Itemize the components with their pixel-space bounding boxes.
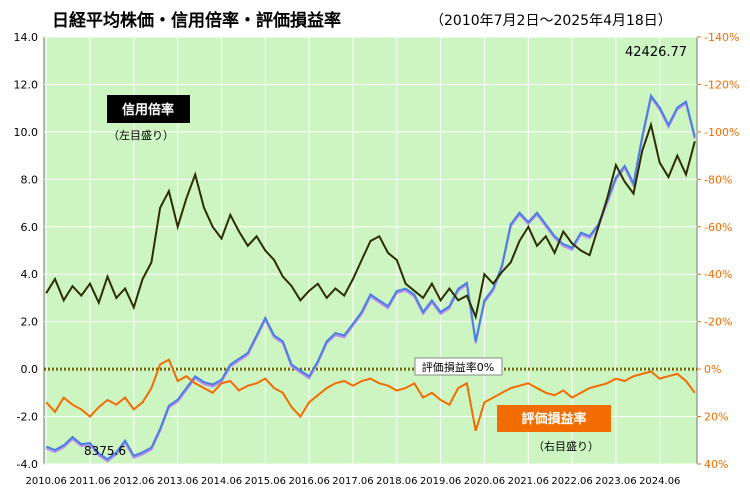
zero-label-box bbox=[414, 357, 503, 376]
nikkei-line-a bbox=[45, 93, 696, 461]
x-tick-label: 2016.06 bbox=[288, 476, 329, 487]
valuation-label-box bbox=[497, 405, 611, 432]
left-tick-label: 10.0 bbox=[14, 126, 39, 139]
zero-label: 評価損益率0% bbox=[422, 360, 494, 374]
left-tick-label: 8.0 bbox=[21, 173, 39, 186]
right-tick-label: 0% bbox=[704, 363, 721, 376]
chart-subtitle: （2010年7月2日～2025年4月18日） bbox=[430, 13, 672, 29]
right-tick-label: -120% bbox=[704, 78, 739, 91]
x-tick-label: 2015.06 bbox=[245, 476, 286, 487]
left-tick-label: -4.0 bbox=[17, 458, 38, 471]
x-tick-label: 2024.06 bbox=[639, 476, 680, 487]
x-tick-label: 2011.06 bbox=[69, 476, 110, 487]
right-tick-label: -140% bbox=[704, 31, 739, 44]
x-tick-label: 2023.06 bbox=[595, 476, 636, 487]
margin-ratio-note: （左目盛り） bbox=[108, 128, 174, 142]
margin-ratio-label: 信用倍率 bbox=[122, 102, 174, 118]
x-tick-label: 2010.06 bbox=[26, 476, 67, 487]
left-tick-label: 6.0 bbox=[21, 221, 39, 234]
margin-ratio-line bbox=[45, 121, 696, 321]
x-tick-label: 2018.06 bbox=[376, 476, 417, 487]
valuation-line bbox=[45, 358, 696, 432]
nikkei-high-label: 42426.77 bbox=[625, 45, 687, 60]
x-tick-label: 2021.06 bbox=[508, 476, 549, 487]
right-tick-label: 40% bbox=[704, 458, 728, 471]
right-tick-label: -100% bbox=[704, 126, 739, 139]
chart-title: 日経平均株価・信用倍率・評価損益率 bbox=[52, 11, 341, 31]
margin-ratio-label-box bbox=[107, 95, 190, 123]
right-tick-label: 20% bbox=[704, 411, 728, 424]
right-tick-label: -20% bbox=[704, 316, 732, 329]
right-tick-label: -80% bbox=[704, 173, 732, 186]
x-tick-label: 2017.06 bbox=[332, 476, 373, 487]
x-tick-label: 2014.06 bbox=[201, 476, 242, 487]
x-tick-label: 2012.06 bbox=[113, 476, 154, 487]
left-tick-label: 4.0 bbox=[21, 268, 39, 281]
valuation-label: 評価損益率 bbox=[521, 411, 586, 427]
left-tick-label: 0.0 bbox=[21, 363, 39, 376]
nikkei-low-label: 8375.6 bbox=[84, 444, 126, 458]
right-tick-label: -60% bbox=[704, 221, 732, 234]
x-tick-label: 2022.06 bbox=[551, 476, 592, 487]
valuation-note: （右目盛り） bbox=[533, 439, 599, 453]
x-tick-label: 2020.06 bbox=[464, 476, 505, 487]
left-tick-label: 14.0 bbox=[14, 31, 39, 44]
left-tick-label: 2.0 bbox=[21, 316, 39, 329]
right-tick-label: -40% bbox=[704, 268, 732, 281]
left-tick-label: 12.0 bbox=[14, 78, 39, 91]
left-tick-label: -2.0 bbox=[17, 411, 38, 424]
x-tick-label: 2019.06 bbox=[420, 476, 461, 487]
x-tick-label: 2013.06 bbox=[157, 476, 198, 487]
